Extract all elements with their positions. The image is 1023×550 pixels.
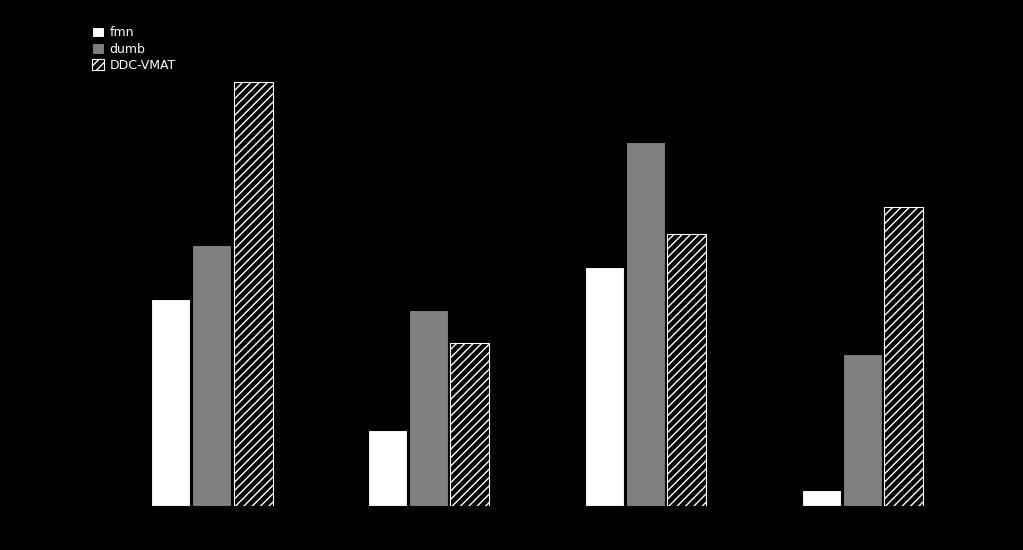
Bar — [409, 310, 448, 506]
Bar — [151, 299, 190, 506]
Bar — [368, 430, 407, 506]
Bar — [802, 490, 841, 506]
Bar — [192, 245, 231, 506]
Bar — [233, 82, 272, 506]
Bar — [585, 267, 624, 506]
Bar — [626, 141, 665, 506]
Bar — [884, 207, 923, 506]
Bar — [450, 343, 489, 506]
Bar — [667, 234, 706, 506]
Legend: fmn, dumb, DDC-VMAT: fmn, dumb, DDC-VMAT — [88, 23, 179, 75]
Bar — [843, 354, 882, 506]
